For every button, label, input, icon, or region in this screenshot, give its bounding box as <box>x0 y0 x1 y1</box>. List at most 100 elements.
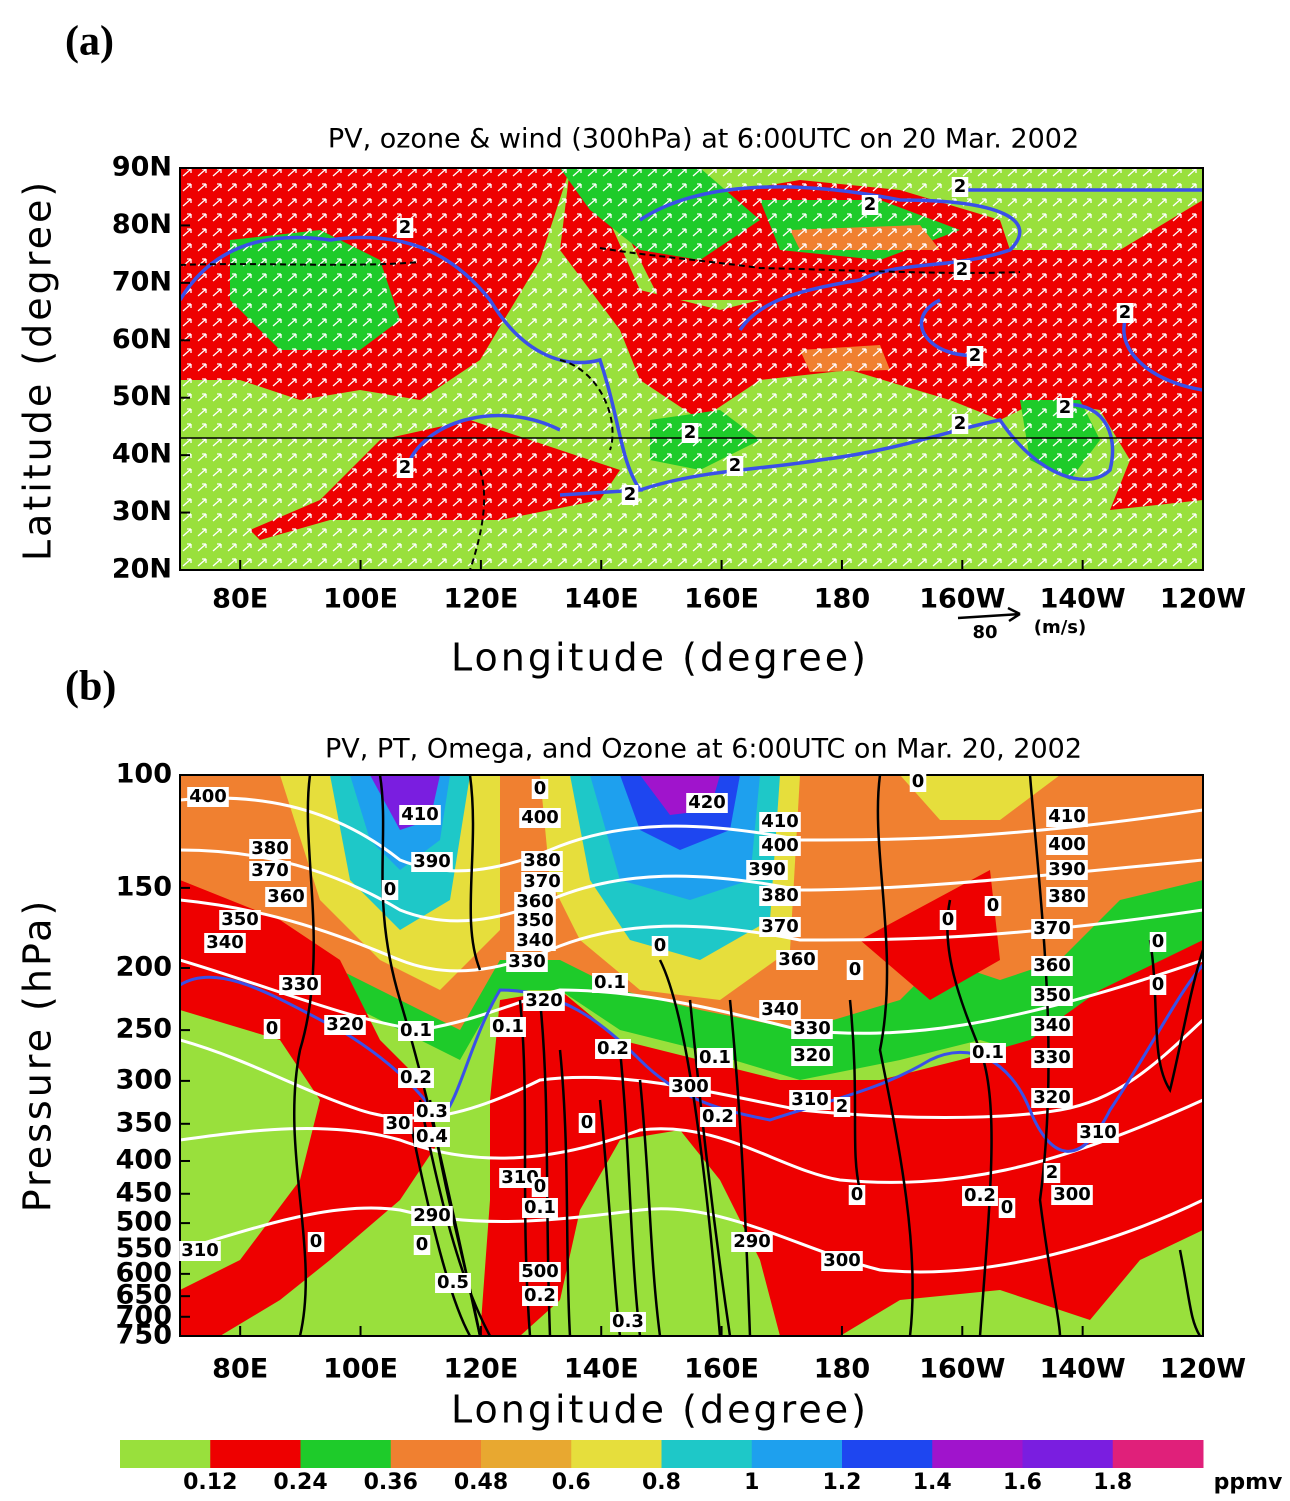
contour-label: 0 <box>384 879 397 900</box>
contour-label-bg <box>411 1206 453 1226</box>
contour-label: 2 <box>399 217 412 238</box>
contour-label-bg <box>396 458 414 478</box>
contour-label-bg <box>514 931 556 951</box>
contour-label: 0.1 <box>594 972 626 993</box>
x-tick-label: 140E <box>564 1354 639 1385</box>
y-tick-label: 650 <box>116 1280 172 1311</box>
contour-label-bg <box>998 1198 1016 1218</box>
contour-label-bg <box>490 1017 526 1037</box>
contour-label: 2 <box>836 1096 849 1117</box>
contour-label-bg <box>759 917 801 937</box>
contour-label-bg <box>962 1186 998 1206</box>
contour-label: 0.2 <box>702 1106 734 1127</box>
contour-label-bg <box>746 860 788 880</box>
contour-label-bg <box>1043 1163 1061 1183</box>
contour-label: 2 <box>729 455 742 476</box>
contour-label-bg <box>381 880 399 900</box>
contour-label: 350 <box>1033 985 1071 1006</box>
contour-label: 340 <box>206 932 244 953</box>
y-tick-label: 450 <box>116 1177 172 1208</box>
contour-label-bg <box>263 1019 281 1039</box>
contour-label-bg <box>791 1046 833 1066</box>
y-tick-label: 200 <box>116 951 172 982</box>
colorbar-swatch <box>300 1440 392 1468</box>
contour-label-bg <box>1031 1016 1073 1036</box>
contour-label: 500 <box>521 1261 559 1282</box>
contour-label: 350 <box>221 909 259 930</box>
y-tick-label: 150 <box>116 871 172 902</box>
contour-label: 380 <box>251 838 289 859</box>
y-tick-label: 90N <box>112 152 172 183</box>
contour-label-bg <box>1031 919 1073 939</box>
contour-label: 380 <box>761 885 799 906</box>
contour-label: 400 <box>189 786 227 807</box>
contour-label-bg <box>1031 1048 1073 1068</box>
contour-label-bg <box>848 1185 866 1205</box>
contour-label-bg <box>506 952 548 972</box>
x-tick-label: 180 <box>814 1354 870 1385</box>
contour-label-bg <box>776 950 818 970</box>
contour-label-bg <box>1051 1185 1093 1205</box>
contour-label: 310 <box>181 1240 219 1261</box>
contour-label-bg <box>1046 807 1088 827</box>
contour-label: 410 <box>401 804 439 825</box>
contour-label-bg <box>307 1232 325 1252</box>
contour-label: 0.3 <box>416 1101 448 1122</box>
contour-label-bg <box>265 887 307 907</box>
contour-label: 390 <box>1048 859 1086 880</box>
colorbar-tick-label: 0.8 <box>642 1470 681 1495</box>
contour-label: 0.2 <box>400 1067 432 1088</box>
contour-label: 360 <box>778 949 816 970</box>
contour-label: 0.2 <box>524 1285 556 1306</box>
contour-label-bg <box>731 1232 773 1252</box>
colorbar-swatch <box>481 1440 572 1468</box>
contour-label: 290 <box>733 1231 771 1252</box>
contour-label-bg <box>759 1000 801 1020</box>
x-tick-label: 120W <box>1160 584 1246 615</box>
contour-label-bg <box>759 886 801 906</box>
contour-label: 0 <box>416 1234 429 1255</box>
panel-a: PV, ozone & wind (300hPa) at 6:00UTC on … <box>16 124 1247 680</box>
colorbar-tick-label: 1.2 <box>823 1470 862 1495</box>
contour-label: 0 <box>581 1112 594 1133</box>
x-tick-label: 160E <box>684 584 759 615</box>
contour-label-bg <box>1046 887 1088 907</box>
colorbar-swatch <box>661 1440 753 1468</box>
contour-label: 380 <box>523 850 561 871</box>
x-tick-label: 140W <box>1040 1354 1126 1385</box>
contour-label: 0.4 <box>416 1126 448 1147</box>
contour-label: 390 <box>413 851 451 872</box>
contour-label-bg <box>413 1235 431 1255</box>
y-tick-label: 60N <box>112 324 172 355</box>
contour-label: 370 <box>761 916 799 937</box>
contour-label-bg <box>531 779 549 799</box>
contour-label-bg <box>519 808 561 828</box>
colorbar-swatch <box>571 1440 662 1468</box>
contour-label-bg <box>1149 932 1167 952</box>
contour-label-bg <box>383 1114 413 1134</box>
colorbar-swatch <box>210 1440 301 1468</box>
y-tick-label: 700 <box>116 1300 172 1331</box>
contour-label: 2 <box>956 259 969 280</box>
contour-label-bg <box>951 177 969 197</box>
y-tick-label: 40N <box>112 439 172 470</box>
contour-label: 380 <box>1048 886 1086 907</box>
reference-arrow <box>957 606 1021 623</box>
contour-label: 400 <box>1048 834 1086 855</box>
contour-label-bg <box>435 1273 471 1293</box>
y-tick-label: 50N <box>112 381 172 412</box>
reference-unit: (m/s) <box>1034 617 1087 638</box>
x-tick-label: 80E <box>212 1354 268 1385</box>
contour-label: 2 <box>1059 397 1072 418</box>
colorbar-swatch <box>120 1440 211 1468</box>
contour-label-bg <box>396 218 414 238</box>
contour-label-bg <box>219 910 261 930</box>
y-tick-label: 100 <box>116 759 172 790</box>
colorbar-tick-label: 0.6 <box>552 1470 591 1495</box>
contour-label: 0.5 <box>437 1272 469 1293</box>
contour-label: 310 <box>1079 1122 1117 1143</box>
contour-label: 400 <box>521 807 559 828</box>
contour-label: 320 <box>326 1014 364 1035</box>
x-tick-label: 120E <box>443 584 518 615</box>
colorbar-swatch <box>1112 1440 1204 1468</box>
